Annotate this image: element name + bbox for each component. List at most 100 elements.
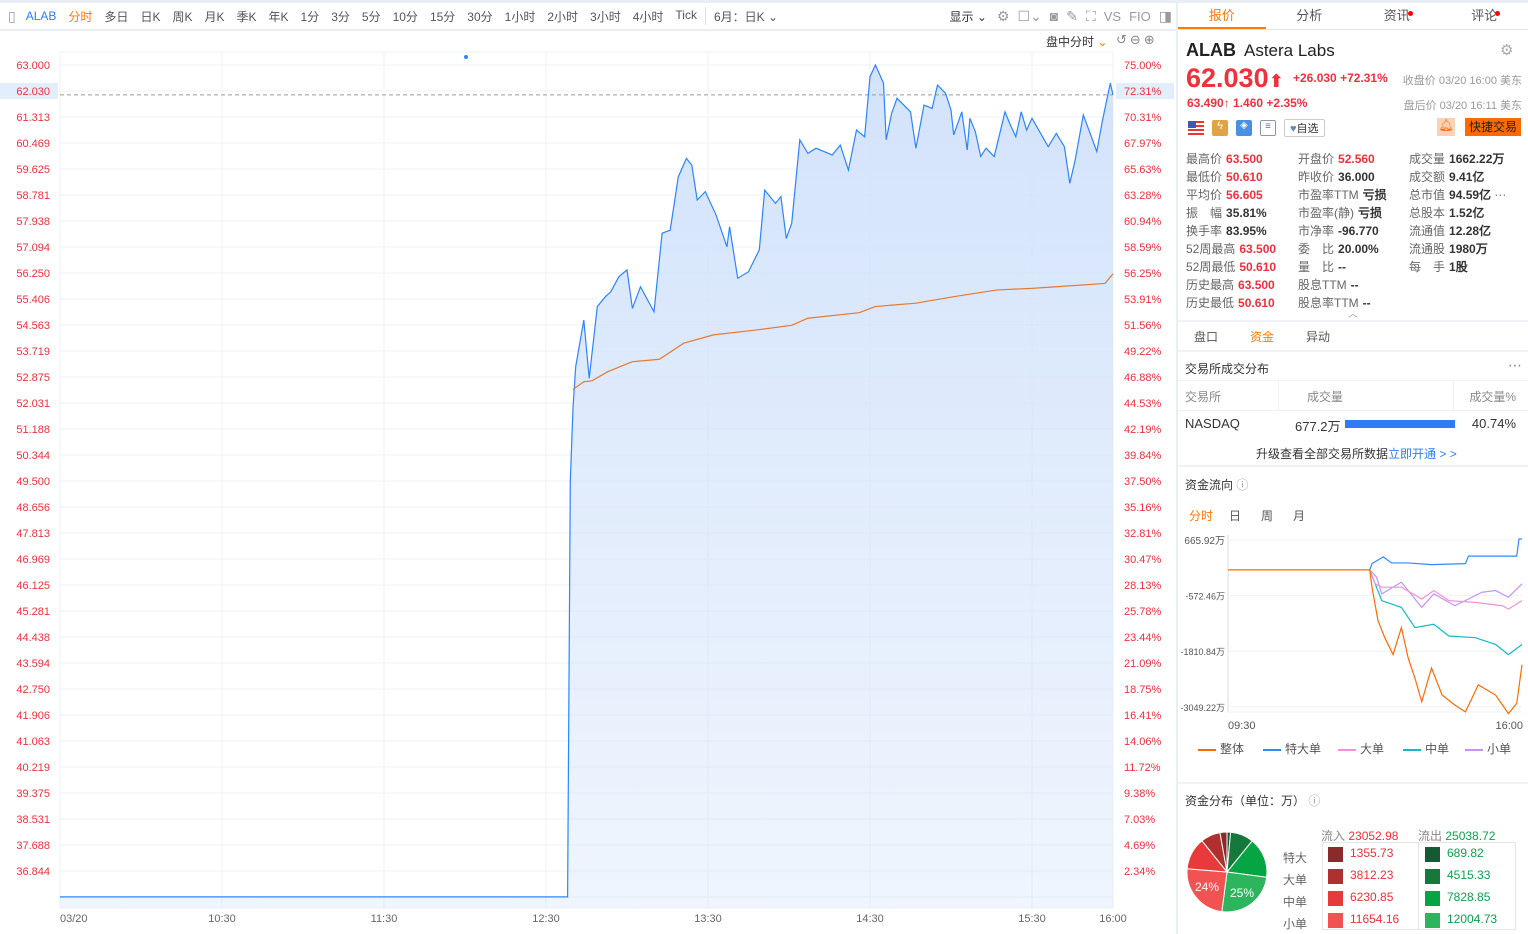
quote-tab[interactable]: 资讯 — [1353, 3, 1441, 29]
period-tab[interactable]: 月K — [204, 9, 225, 24]
period-tab[interactable]: Tick — [675, 7, 697, 22]
after-hours-time: 盘后价 03/20 16:11 美东 — [1403, 100, 1522, 112]
flow-tab[interactable]: 月 — [1293, 509, 1306, 523]
period-tab[interactable]: 3小时 — [590, 9, 621, 24]
y-left-tick-label: 53.719 — [16, 346, 50, 358]
legend-item[interactable]: 大单 — [1338, 740, 1384, 757]
period-tab[interactable]: 10分 — [392, 9, 418, 24]
display-dropdown[interactable]: 显示 ⌄ — [949, 9, 987, 24]
panel-toggle-icon[interactable]: ◨ — [1158, 7, 1172, 24]
fio-button[interactable]: FIO — [1129, 8, 1151, 24]
stat-value: 50.610 — [1226, 170, 1263, 184]
period-tab[interactable]: 30分 — [467, 9, 493, 24]
quote-tab[interactable]: 分析 — [1266, 3, 1354, 29]
stat-label: 昨收价 — [1298, 170, 1335, 184]
stat-label: 流通值 — [1409, 224, 1446, 238]
symbol-label[interactable]: ALAB — [25, 9, 57, 23]
divider — [1178, 465, 1528, 467]
range-select-label: 6月：日K — [713, 9, 765, 24]
draw-pen-icon[interactable]: ✎ — [1066, 7, 1078, 24]
upgrade-text: 升级查看全部交易所数据 — [1256, 447, 1389, 461]
settings-icon[interactable]: ⚙ — [996, 7, 1010, 24]
note-icon[interactable]: ≡ — [1260, 120, 1276, 136]
y-right-tick-label: 56.25% — [1124, 268, 1162, 280]
detail-tab[interactable]: 资金 — [1250, 330, 1275, 344]
info-icon[interactable]: ⓘ — [1236, 478, 1249, 492]
collapse-icon[interactable]: ︿ — [1348, 309, 1358, 320]
outflow-label: 流出 — [1418, 829, 1443, 843]
quick-trade-button[interactable]: 快捷交易 — [1465, 118, 1521, 136]
y-left-tick-label: 49.500 — [16, 476, 50, 488]
period-tab[interactable]: 15分 — [429, 9, 456, 24]
flow-title: 资金流向 ⓘ — [1185, 476, 1248, 493]
event-marker[interactable] — [464, 55, 468, 59]
stat-label: 委 比 — [1298, 242, 1335, 256]
period-tab[interactable]: 2小时 — [547, 9, 579, 24]
settings-icon[interactable]: ⚙ — [1500, 42, 1514, 59]
legend-item[interactable]: 特大单 — [1263, 740, 1321, 757]
legend-item[interactable]: 中单 — [1403, 740, 1449, 757]
divider — [1178, 350, 1528, 352]
tag-icon[interactable]: ◈ — [1236, 120, 1252, 136]
info-icon[interactable]: ⓘ — [1308, 794, 1321, 808]
more-icon[interactable]: ⋯ — [1508, 357, 1522, 373]
y-left-tick-label: 50.344 — [16, 450, 50, 462]
y-left-tick-label: 44.438 — [16, 632, 50, 644]
period-tab[interactable]: 季K — [236, 9, 257, 24]
period-tab[interactable]: 1分 — [300, 9, 320, 24]
alert-bell-icon[interactable]: 🔔︎ — [1437, 118, 1455, 136]
range-select[interactable]: 6月：日K ⌄ — [713, 9, 779, 24]
sidebar-toggle-icon[interactable]: ▯ — [8, 7, 16, 24]
stat-item: 成交额 9.41亿 — [1409, 168, 1484, 185]
stat-value: 1662.22万 — [1449, 152, 1505, 166]
reset-icon[interactable]: ↺ — [1116, 32, 1130, 47]
stat-item: 开盘价 52.560 — [1298, 150, 1375, 167]
camera-icon[interactable]: ◙ — [1049, 8, 1059, 24]
divider — [1178, 380, 1528, 381]
period-tab[interactable]: 年K — [268, 9, 289, 24]
outflow-value: 4515.33 — [1447, 868, 1491, 882]
zoom-in-icon[interactable]: ⊕ — [1143, 32, 1158, 47]
period-tab[interactable]: 4小时 — [632, 9, 664, 24]
stat-item: 平均价 56.605 — [1186, 186, 1263, 203]
y-right-tick-label: 67.97% — [1124, 138, 1162, 150]
flow-series-line — [1369, 538, 1522, 571]
flow-tab[interactable]: 周 — [1261, 509, 1274, 523]
period-tab[interactable]: 周K — [172, 9, 193, 24]
y-right-tick-label: 49.22% — [1124, 346, 1162, 358]
zoom-out-icon[interactable]: ⊖ — [1129, 32, 1144, 47]
watch-label: 自选 — [1296, 123, 1319, 135]
intraday-price-chart[interactable]: 03/20 10:30 11:30 12:30 13:30 14:30 15:30 16:00… — [0, 31, 1176, 934]
period-tab[interactable]: 分时 — [68, 9, 93, 24]
quote-tab[interactable]: 评论 — [1441, 3, 1528, 29]
session-mode-label: 盘中分时 — [1046, 35, 1095, 49]
x-tick-label: 15:30 — [1018, 913, 1046, 925]
quote-tab[interactable]: 报价 — [1178, 3, 1266, 29]
detail-tab[interactable]: 盘口 — [1194, 330, 1219, 344]
fullscreen-icon[interactable]: ⛶ — [1085, 7, 1096, 24]
legend-item[interactable]: 整体 — [1198, 740, 1244, 757]
y-left-tick-label: 39.375 — [16, 788, 50, 800]
period-tab[interactable]: 多日 — [104, 9, 129, 24]
divider — [1178, 320, 1528, 322]
session-mode-select[interactable]: 盘中分时 ⌄ — [1046, 33, 1107, 50]
period-tab[interactable]: 日K — [140, 9, 161, 24]
period-tab[interactable]: 5分 — [361, 9, 381, 24]
stat-label: 总股本 — [1409, 206, 1446, 220]
layout-icon[interactable]: ☐⌄ — [1017, 7, 1042, 24]
flow-tab[interactable]: 分时 — [1189, 509, 1214, 523]
lightning-icon[interactable]: ϟ — [1212, 120, 1228, 136]
period-tab[interactable]: 1小时 — [504, 9, 536, 24]
y-left-tick-label: 38.531 — [16, 814, 50, 826]
add-watchlist-button[interactable]: ♥自选 — [1284, 119, 1325, 137]
detail-tab[interactable]: 异动 — [1306, 330, 1331, 344]
y-left-tick-label: 55.406 — [16, 294, 50, 306]
stock-name: Astera Labs — [1244, 41, 1335, 60]
vs-button[interactable]: VS — [1103, 8, 1122, 24]
period-tab[interactable]: 3分 — [331, 9, 350, 24]
legend-item[interactable]: 小单 — [1465, 740, 1511, 757]
flow-tab[interactable]: 日 — [1229, 509, 1242, 523]
more-icon[interactable]: ⋯ — [1491, 188, 1507, 202]
upgrade-link[interactable]: 立即开通 > > — [1388, 447, 1457, 461]
